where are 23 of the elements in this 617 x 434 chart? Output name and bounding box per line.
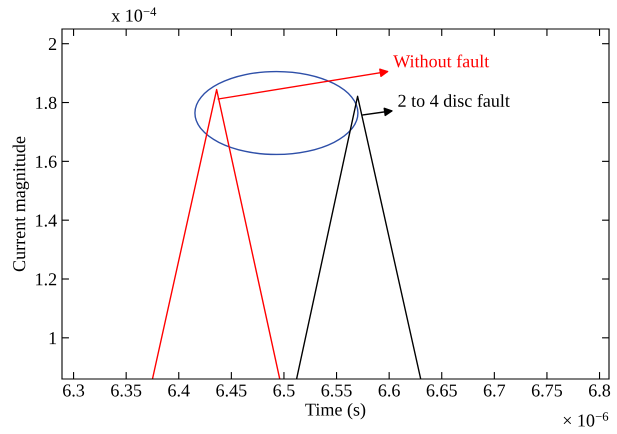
x-tick-label: 6.55 (322, 384, 352, 397)
annotation: 2 to 4 disc fault (398, 94, 510, 107)
y-tick-label: 1.4 (36, 214, 57, 227)
y-tick-label: 1.8 (36, 96, 56, 110)
x-axis-title: Time (s) (305, 403, 366, 420)
y-tick-label: 1 (50, 332, 56, 344)
x-tick-label: 6.7 (484, 384, 506, 397)
y-tick-label: 2 (48, 38, 56, 50)
x-tick-label: 6.5 (273, 384, 295, 397)
annotation: Without fault (393, 54, 490, 68)
x-tick-label: 6.45 (216, 384, 246, 397)
y-tick-label: 1.2 (36, 273, 56, 286)
x-tick-label: 6.8 (589, 384, 610, 397)
y-tick-label: 1.6 (36, 156, 57, 168)
text: × 10$^{−6}$ (564, 412, 608, 427)
y-axis-title: Current magnitude (12, 136, 30, 272)
x-tick-label: 6.4 (168, 384, 190, 397)
x-tick-label: 6.65 (426, 384, 457, 397)
x-tick-label: 6.75 (532, 384, 562, 397)
text: x 10$^{−4}$ (111, 7, 156, 22)
x-tick-label: 6.35 (111, 384, 142, 397)
x-tick-label: 6.6 (378, 384, 400, 397)
x-tick-label: 6.3 (63, 384, 84, 397)
